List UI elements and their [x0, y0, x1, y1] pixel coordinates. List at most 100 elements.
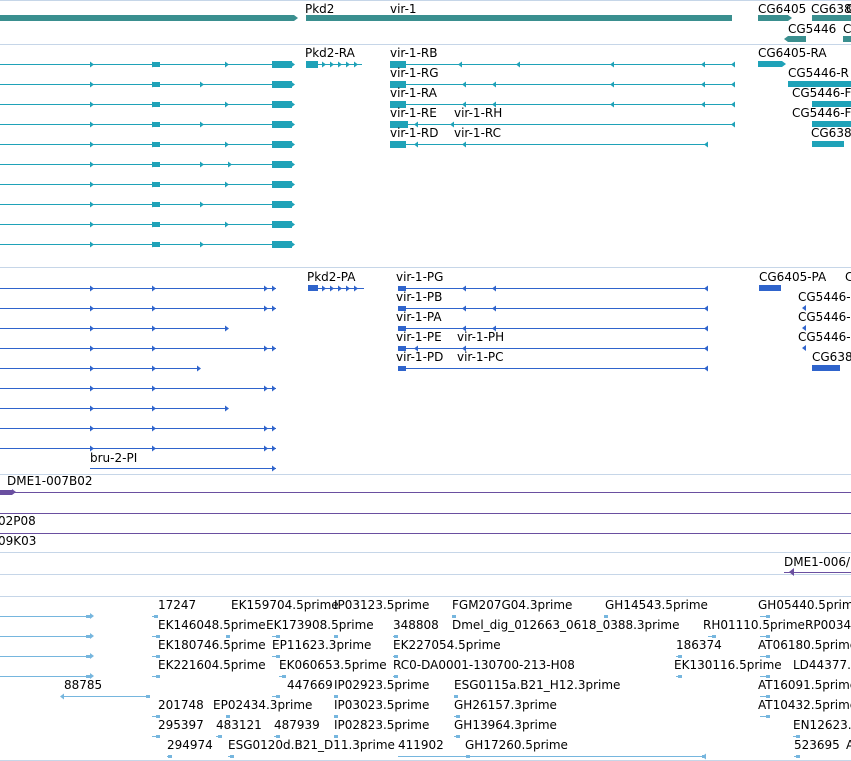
transcript-strand-arrow	[610, 81, 614, 88]
est-label[interactable]: 348808	[393, 618, 439, 632]
transcript-strand-arrow	[90, 201, 94, 208]
est-label[interactable]: EK180746.5prime	[158, 638, 266, 652]
est-label[interactable]: EK227054.5prime	[393, 638, 501, 652]
est-label[interactable]: GH14543.5prime	[605, 598, 708, 612]
est-label[interactable]: IP02923.5prime	[334, 678, 430, 692]
est-label[interactable]: 487939	[274, 718, 320, 732]
transcript-label-cg5446-r[interactable]: CG5446-R	[788, 66, 849, 80]
transcript-label-cg638[interactable]: CG638	[811, 126, 851, 140]
est-label[interactable]: AT16091.5prime	[758, 678, 851, 692]
est-label[interactable]: 201748	[158, 698, 204, 712]
est-label[interactable]: EN12623.	[793, 718, 851, 732]
transcript-label-vir-1-rd[interactable]: vir-1-RD	[390, 126, 439, 140]
gene-bar-pkd2	[306, 15, 398, 21]
transcript-label-pkd2-ra[interactable]: Pkd2-RA	[305, 46, 355, 60]
transcript-strand-arrow	[291, 201, 295, 208]
est-label[interactable]: A	[846, 738, 851, 752]
est-label[interactable]: IP03023.5prime	[334, 698, 430, 712]
est-label[interactable]: RH01110.5prime	[703, 618, 805, 632]
transcript-exon	[812, 81, 851, 87]
protein-label-vir-1-pb[interactable]: vir-1-PB	[396, 290, 443, 304]
est-label[interactable]: LD44377.	[793, 658, 851, 672]
est-label[interactable]: RC0-DA0001-130700-213-H08	[393, 658, 575, 672]
est-label[interactable]: 411902	[398, 738, 444, 752]
transcript-label-cg5446-f[interactable]: CG5446-F	[792, 86, 851, 100]
est-label[interactable]: 17247	[158, 598, 197, 612]
gene-label-c2[interactable]: C	[846, 2, 851, 16]
est-label[interactable]: RP0034	[805, 618, 851, 632]
clone-label-dme1-006[interactable]: DME1-006/	[784, 555, 851, 569]
est-block	[168, 755, 172, 758]
transcript-label-vir-1-rc[interactable]: vir-1-RC	[454, 126, 502, 140]
est-label[interactable]: GH17260.5prime	[465, 738, 568, 752]
transcript-exon	[812, 121, 851, 127]
est-label[interactable]: ESG0115a.B21_H12.3prime	[454, 678, 621, 692]
protein-label-vir-1-pg[interactable]: vir-1-PG	[396, 270, 444, 284]
est-label[interactable]: AT06180.5prime	[758, 638, 851, 652]
est-label[interactable]: EK159704.5prime	[231, 598, 339, 612]
est-label[interactable]: EK221604.5prime	[158, 658, 266, 672]
transcript-strand-arrow	[90, 101, 94, 108]
protein-label-cg6405-pa[interactable]: CG6405-PA	[759, 270, 827, 284]
est-label[interactable]: EK130116.5prime	[674, 658, 782, 672]
protein-label-c[interactable]: C	[845, 270, 851, 284]
transcript-label-vir-1-re[interactable]: vir-1-RE	[390, 106, 437, 120]
est-label[interactable]: 483121	[216, 718, 262, 732]
est-label[interactable]: EP11623.3prime	[272, 638, 372, 652]
clone-label-02p08[interactable]: 02P08	[0, 514, 36, 528]
gene-label-vir-1[interactable]: vir-1	[390, 2, 417, 16]
est-label[interactable]: EP02434.3prime	[213, 698, 313, 712]
est-label[interactable]: EK146048.5prime	[158, 618, 266, 632]
transcript-strand-arrow	[291, 221, 295, 228]
protein-label-vir-1-pd[interactable]: vir-1-PD	[396, 350, 444, 364]
protein-label-cg5446-2[interactable]: CG5446-	[798, 310, 851, 324]
transcript-label-vir-1-rh[interactable]: vir-1-RH	[454, 106, 503, 120]
protein-label-vir-1-pe[interactable]: vir-1-PE	[396, 330, 442, 344]
est-label[interactable]: EK173908.5prime	[266, 618, 374, 632]
protein-label-cg638[interactable]: CG638	[812, 350, 851, 364]
gene-label-cg638[interactable]: CG638	[811, 2, 851, 16]
est-label[interactable]: ESG0120d.B21_D11.3prime	[228, 738, 395, 752]
est-label[interactable]: AT10432.5prime	[758, 698, 851, 712]
est-label[interactable]: 523695	[794, 738, 840, 752]
est-label[interactable]: GH26157.3prime	[454, 698, 557, 712]
est-label[interactable]: IP02823.5prime	[334, 718, 430, 732]
gene-label-cg6405[interactable]: CG6405	[758, 2, 807, 16]
transcript-label-vir-1-rg[interactable]: vir-1-RG	[390, 66, 439, 80]
protein-label-bru-2-pi[interactable]: bru-2-PI	[90, 451, 138, 465]
protein-strand-arrow	[197, 365, 201, 372]
protein-label-cg5446-3[interactable]: CG5446-	[798, 330, 851, 344]
transcript-label-vir-1-rb[interactable]: vir-1-RB	[390, 46, 438, 60]
est-label[interactable]: FGM207G04.3prime	[452, 598, 573, 612]
est-block	[394, 655, 398, 658]
protein-strand-arrow	[330, 285, 334, 292]
protein-label-cg5446-1[interactable]: CG5446-	[798, 290, 851, 304]
est-block	[678, 675, 682, 678]
gene-label-cg5446[interactable]: CG5446	[788, 22, 837, 36]
est-label[interactable]: 295397	[158, 718, 204, 732]
transcript-strand-arrow	[822, 101, 826, 107]
gene-label-pkd2[interactable]: Pkd2	[305, 2, 335, 16]
protein-label-vir-1-pa[interactable]: vir-1-PA	[396, 310, 442, 324]
transcript-label-cg5446-f2[interactable]: CG5446-F	[792, 106, 851, 120]
protein-label-vir-1-ph[interactable]: vir-1-PH	[457, 330, 505, 344]
protein-strand-arrow	[802, 325, 806, 331]
transcript-label-vir-1-ra[interactable]: vir-1-RA	[390, 86, 437, 100]
est-label[interactable]: 447669	[287, 678, 333, 692]
est-label[interactable]: 186374	[676, 638, 722, 652]
transcript-strand-arrow	[338, 61, 342, 68]
clone-label-09k03[interactable]: 09K03	[0, 534, 37, 548]
est-label[interactable]: 88785	[64, 678, 103, 692]
protein-label-vir-1-pc[interactable]: vir-1-PC	[457, 350, 504, 364]
est-label[interactable]: GH05440.5prime	[758, 598, 851, 612]
est-label[interactable]: IP03123.5prime	[334, 598, 430, 612]
est-label[interactable]: 294974	[167, 738, 213, 752]
gene-label-c[interactable]: C	[843, 22, 851, 36]
transcript-label-cg6405-ra[interactable]: CG6405-RA	[758, 46, 827, 60]
est-label[interactable]: EK060653.5prime	[279, 658, 387, 672]
clone-label-dme1-007b02[interactable]: DME1-007B02	[7, 474, 93, 488]
protein-label-pkd2-pa[interactable]: Pkd2-PA	[307, 270, 356, 284]
est-label[interactable]: Dmel_dig_012663_0618_0388.3prime	[452, 618, 680, 632]
transcript-strand-arrow	[90, 61, 94, 68]
est-label[interactable]: GH13964.3prime	[454, 718, 557, 732]
